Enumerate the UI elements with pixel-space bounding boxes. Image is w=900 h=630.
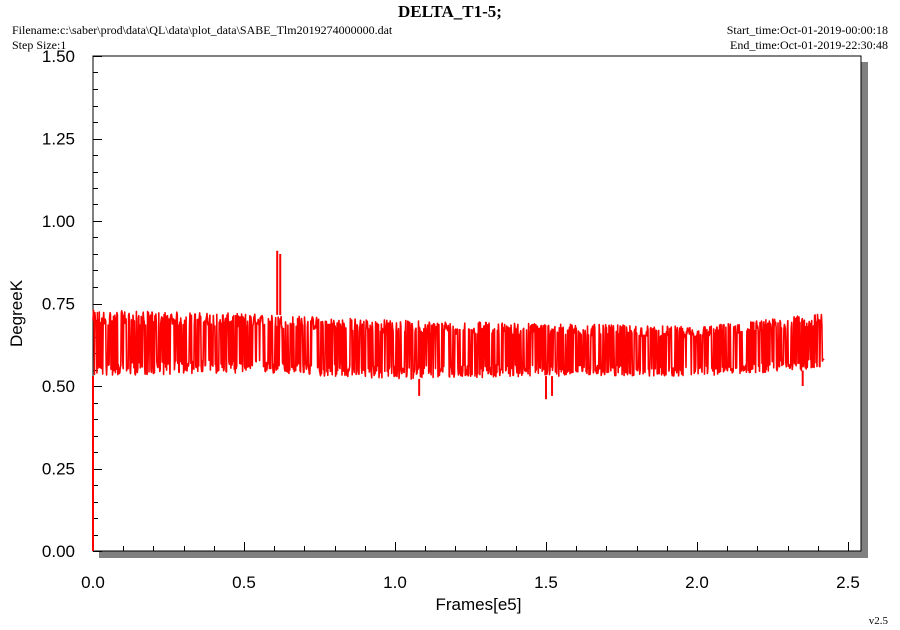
y-axis-label: DegreeK [7, 279, 26, 347]
x-axis: 0.0 0.5 1.0 1.5 2.0 2.5 [81, 542, 860, 592]
y-tick-label: 0.25 [42, 460, 75, 479]
x-axis-label: Frames[e5] [436, 595, 522, 614]
start-time-label: Start_time:Oct-01-2019-00:00:18 [726, 23, 888, 37]
x-tick-label: 2.5 [836, 573, 860, 592]
y-tick-label: 0.50 [42, 377, 75, 396]
x-tick-label: 0.5 [232, 573, 256, 592]
series-group [92, 250, 825, 551]
y-tick-label: 0.00 [42, 542, 75, 561]
x-tick-label: 2.0 [685, 573, 709, 592]
filename-label: Filename:c:\saber\prod\data\QL\data\plot… [12, 23, 393, 37]
y-tick-label: 0.75 [42, 295, 75, 314]
plot-area [92, 55, 862, 552]
y-tick-label: 1.25 [42, 130, 75, 149]
step-size-label: Step Size:1 [12, 38, 67, 52]
x-tick-label: 1.5 [534, 573, 558, 592]
end-time-label: End_time:Oct-01-2019-22:30:48 [730, 38, 888, 52]
y-axis: 0.00 0.25 0.50 0.75 1.00 1.25 1.50 [42, 47, 102, 561]
x-tick-label: 1.0 [383, 573, 407, 592]
chart-title: DELTA_T1-5; [398, 2, 502, 21]
series-line [92, 309, 825, 380]
y-tick-label: 1.00 [42, 212, 75, 231]
y-tick-label: 1.50 [42, 47, 75, 66]
x-tick-label: 0.0 [81, 573, 105, 592]
version-label: v2.5 [868, 615, 888, 627]
